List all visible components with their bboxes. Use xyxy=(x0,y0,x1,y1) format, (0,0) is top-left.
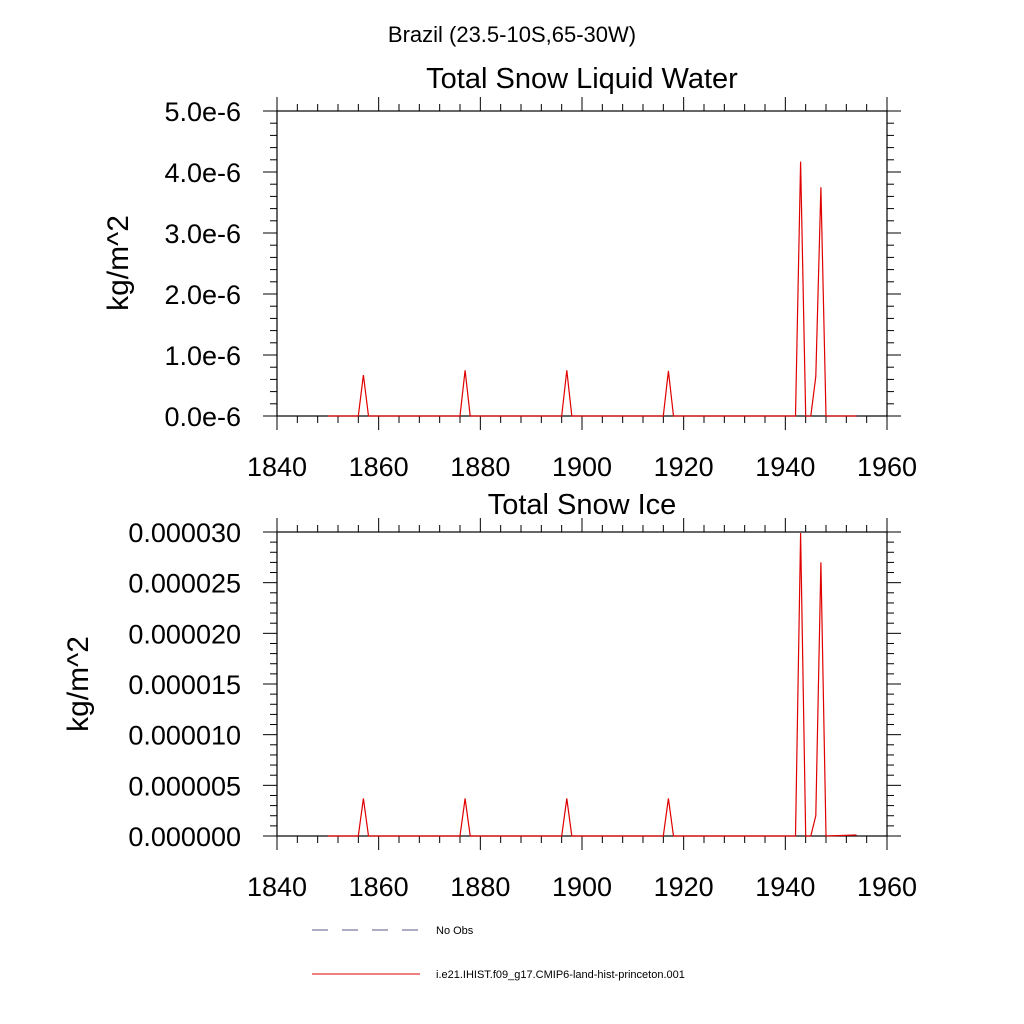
x-tick-label: 1960 xyxy=(857,452,917,482)
y-tick-label: 1.0e-6 xyxy=(164,341,241,371)
x-tick-label: 1960 xyxy=(857,872,917,902)
x-tick-label: 1940 xyxy=(755,872,815,902)
legend-label-model-run: i.e21.IHIST.f09_g17.CMIP6-land-hist-prin… xyxy=(436,969,685,981)
y-tick-label: 3.0e-6 xyxy=(164,219,241,249)
plot-frame xyxy=(276,531,888,837)
legend-label-no-obs: No Obs xyxy=(436,925,474,937)
y-tick-label: 0.000015 xyxy=(128,670,241,700)
panel-snow-liquid-water: Total Snow Liquid Water kg/m^2 1840 1860 188… xyxy=(102,63,917,482)
y-tick-label: 5.0e-6 xyxy=(164,97,241,127)
x-tick-label: 1900 xyxy=(552,452,612,482)
x-tick-label: 1920 xyxy=(654,872,714,902)
y-tick-label: 4.0e-6 xyxy=(164,158,241,188)
x-tick-label: 1920 xyxy=(654,452,714,482)
legend: No Obs i.e21.IHIST.f09_g17.CMIP6-land-hi… xyxy=(312,925,685,981)
x-tick-label: 1940 xyxy=(755,452,815,482)
y-tick-label: 0.000000 xyxy=(128,822,241,852)
y-tick-label: 0.000020 xyxy=(128,619,241,649)
y-tick-label: 0.000030 xyxy=(128,518,241,548)
y-axis-label: kg/m^2 xyxy=(62,636,95,732)
x-tick-label: 1840 xyxy=(247,872,307,902)
main-title: Brazil (23.5-10S,65-30W) xyxy=(388,22,636,47)
x-tick-label: 1860 xyxy=(349,872,409,902)
y-tick-label: 0.000005 xyxy=(128,771,241,801)
x-tick-label: 1880 xyxy=(450,872,510,902)
panel-title: Total Snow Ice xyxy=(488,489,677,521)
y-axis-label: kg/m^2 xyxy=(102,215,135,311)
x-tick-label: 1880 xyxy=(450,452,510,482)
panel-title: Total Snow Liquid Water xyxy=(426,63,738,95)
series-line xyxy=(327,161,857,417)
x-tick-label: 1840 xyxy=(247,452,307,482)
y-tick-label: 0.0e-6 xyxy=(164,402,241,432)
y-tick-label: 0.000010 xyxy=(128,721,241,751)
series-line xyxy=(327,532,857,837)
plot-frame xyxy=(276,110,888,417)
y-tick-label: 0.000025 xyxy=(128,569,241,599)
x-tick-label: 1860 xyxy=(349,452,409,482)
y-tick-label: 2.0e-6 xyxy=(164,280,241,310)
x-tick-label: 1900 xyxy=(552,872,612,902)
panel-snow-ice: Total Snow Ice kg/m^2 1840 1860 1880 1900 1920… xyxy=(62,489,917,902)
